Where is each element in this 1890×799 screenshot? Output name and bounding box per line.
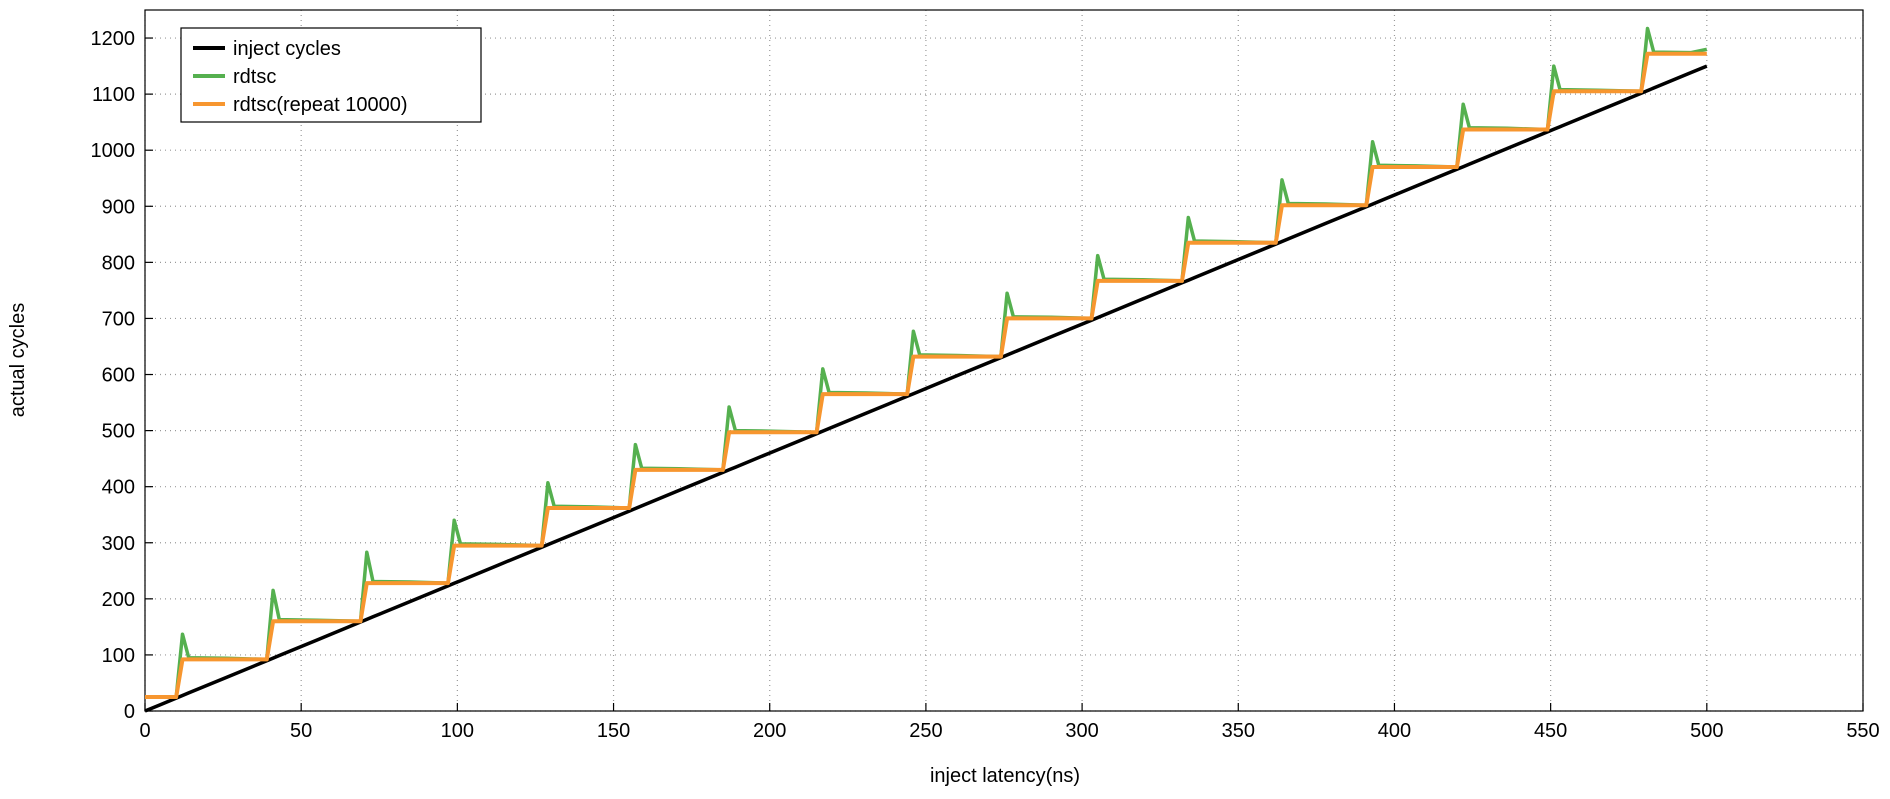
y-tick-label: 200 [102,589,135,611]
x-axis-title: inject latency(ns) [930,765,1080,787]
series-line [144,64,1708,713]
y-tick-label: 1200 [91,28,136,50]
y-tick-label: 700 [102,308,135,330]
x-tick-label: 500 [1690,720,1723,742]
legend-box [180,27,482,123]
x-tick-label: 200 [753,720,786,742]
x-tick-label: 350 [1222,720,1255,742]
x-tick-label: 300 [1065,720,1098,742]
y-tick-label: 1000 [91,140,136,162]
y-tick-label: 0 [124,701,135,723]
x-tick-label: 50 [290,720,312,742]
series-line [145,51,1707,699]
plot-frame [144,9,1864,712]
y-tick-label: 500 [102,421,135,443]
x-tick-label: 100 [441,720,474,742]
legend-label: rdtsc(repeat 10000) [233,94,408,116]
y-axis-title: actual cycles [7,303,29,418]
x-tick-label: 400 [1378,720,1411,742]
x-tick-label: 0 [139,720,150,742]
y-tick-label: 300 [102,533,135,555]
y-tick-label: 1100 [92,84,135,106]
legend-label: rdtsc [233,66,276,88]
x-tick-label: 250 [909,720,942,742]
y-tick-label: 100 [102,645,135,667]
x-tick-label: 150 [597,720,630,742]
legend-label: inject cycles [233,38,341,60]
x-tick-label: 450 [1534,720,1567,742]
y-tick-label: 600 [102,365,135,387]
y-tick-label: 900 [102,196,135,218]
y-tick-label: 800 [102,252,135,274]
y-tick-label: 400 [102,477,135,499]
x-tick-label: 550 [1846,720,1879,742]
